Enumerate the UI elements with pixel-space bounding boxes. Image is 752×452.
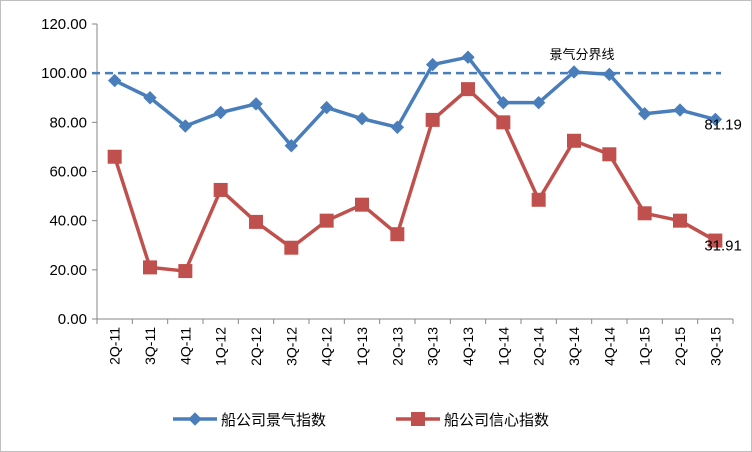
- series-1-point: [213, 105, 228, 120]
- legend-item: 船公司景气指数: [173, 411, 326, 429]
- y-axis: 0.00 20.00 40.00 60.00 80.00 100.00 120.00: [41, 16, 98, 328]
- x-tick-label: 1Q-12: [213, 327, 229, 366]
- y-tick-label: 60.00: [49, 164, 87, 181]
- series-2-point: [213, 182, 228, 197]
- series-2-point: [567, 133, 581, 148]
- data-label: 31.91: [704, 238, 742, 255]
- series-1-point: [461, 50, 475, 64]
- legend-label: 船公司景气指数: [221, 411, 326, 429]
- series-1-line: [113, 55, 716, 148]
- y-tick-label: 20.00: [49, 262, 87, 279]
- x-tick-label: 2Q-12: [248, 327, 264, 366]
- series-1-point: [567, 65, 581, 79]
- series-2-point: [673, 213, 687, 228]
- series-2-point: [425, 112, 440, 127]
- series-1-point: [708, 112, 723, 127]
- legend-swatch-marker: [188, 412, 202, 426]
- series-2-point: [496, 115, 511, 130]
- legend-label: 船公司信心指数: [444, 411, 549, 429]
- series-2: [107, 82, 723, 279]
- series-2-point: [107, 149, 122, 164]
- series-1-point: [531, 95, 546, 110]
- x-tick-label: 1Q-13: [354, 327, 370, 366]
- series-1-point: [602, 67, 617, 82]
- series-2-point: [178, 264, 193, 279]
- y-tick-label: 40.00: [49, 213, 87, 230]
- x-tick-label: 3Q-14: [566, 327, 582, 366]
- series-group: [107, 50, 723, 279]
- series-2-point: [390, 227, 405, 242]
- series-1-point: [355, 111, 369, 126]
- series-2-point: [284, 240, 299, 255]
- series-1-point: [143, 91, 157, 105]
- x-tick-label: 2Q-14: [531, 327, 547, 366]
- data-labels: 81.19 31.91: [704, 116, 742, 254]
- x-tick-label: 2Q-13: [389, 327, 405, 366]
- series-1-point: [319, 100, 334, 115]
- reference-line-label: 景气分界线: [549, 47, 614, 63]
- x-tick-label: 4Q-14: [601, 327, 617, 366]
- y-tick-label: 80.00: [49, 114, 87, 131]
- x-tick-label: 3Q-13: [425, 327, 441, 366]
- series-1-point: [284, 138, 299, 153]
- series-1-point: [496, 95, 511, 110]
- series-1-point: [178, 119, 193, 133]
- x-axis: 2Q-11 3Q-11 4Q-11 1Q-12 2Q-12 3Q-12 4Q-12 1Q-13…: [96, 318, 734, 366]
- series-1-point: [249, 97, 263, 111]
- x-tick-label: 4Q-12: [319, 327, 335, 366]
- series-2-point: [249, 214, 263, 229]
- x-tick-label: 3Q-12: [283, 327, 299, 366]
- x-tick-label: 1Q-15: [637, 327, 653, 366]
- y-tick-label: 120.00: [41, 16, 87, 33]
- x-tick-label: 3Q-15: [707, 327, 723, 366]
- legend: 船公司景气指数 船公司信心指数: [173, 411, 549, 429]
- data-label: 81.19: [704, 116, 742, 133]
- x-tick-label: 2Q-11: [107, 327, 123, 365]
- series-1-point: [637, 107, 652, 121]
- x-tick-label: 4Q-13: [460, 327, 476, 366]
- series-1-point: [425, 57, 440, 72]
- x-tick-label: 1Q-14: [495, 327, 511, 366]
- series-2-point: [637, 206, 652, 221]
- x-tick-label: 3Q-11: [142, 327, 158, 365]
- series-2-point: [602, 147, 617, 162]
- series-2-point: [319, 213, 334, 228]
- y-tick-label: 100.00: [41, 65, 87, 82]
- series-2-point: [531, 192, 546, 207]
- series-1-point: [390, 120, 405, 134]
- series-2-point: [355, 197, 369, 212]
- x-tick-label: 2Q-15: [672, 327, 688, 366]
- y-tick-label: 0.00: [58, 311, 87, 328]
- series-2-line: [112, 87, 717, 273]
- x-tick-label: 4Q-11: [177, 327, 193, 365]
- series-2-point: [461, 82, 475, 97]
- series-2-point: [708, 233, 723, 248]
- series-1: [107, 50, 723, 153]
- series-2-point: [143, 260, 157, 275]
- legend-item: 船公司信心指数: [396, 411, 549, 429]
- series-1-point: [107, 73, 122, 88]
- legend-swatch-marker: [411, 412, 425, 426]
- reference-line-group: 景气分界线: [92, 47, 721, 75]
- series-1-point: [673, 103, 687, 117]
